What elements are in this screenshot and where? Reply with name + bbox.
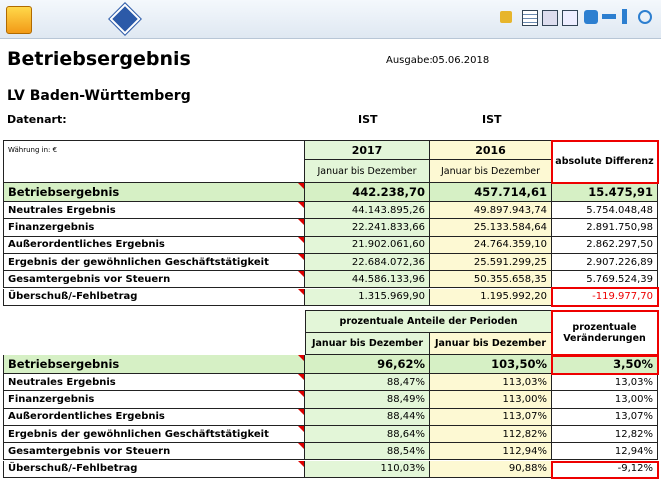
value-cell: 3,50% xyxy=(552,355,658,374)
value-cell: 96,62% xyxy=(305,355,430,374)
value-cell: 88,54% xyxy=(305,443,430,461)
value-cell: 88,49% xyxy=(305,391,430,409)
value-cell: 112,82% xyxy=(430,425,552,444)
row-label: Ergebnis der gewöhnlichen Geschäftstätig… xyxy=(3,425,305,444)
data-type-label: Datenart: xyxy=(7,113,67,126)
value-cell: 2.891.750,98 xyxy=(552,219,658,237)
value-cell: -9,12% xyxy=(552,460,658,478)
row-label: Überschuß/-Fehlbetrag xyxy=(3,460,305,478)
grid-icon[interactable] xyxy=(522,10,538,26)
issue-label: Ausgabe: xyxy=(386,55,433,66)
data-type: IST xyxy=(482,113,502,126)
nav-icon[interactable] xyxy=(109,3,141,35)
period-header: Januar bis Dezember xyxy=(305,333,430,355)
period-header: Januar bis Dezember xyxy=(305,160,430,183)
value-cell: 113,07% xyxy=(430,408,552,426)
value-cell: 12,82% xyxy=(552,425,658,444)
value-cell: 103,50% xyxy=(430,355,552,374)
value-cell: 13,07% xyxy=(552,408,658,426)
value-cell: 5.769.524,39 xyxy=(552,271,658,289)
value-cell: 113,03% xyxy=(430,374,552,392)
db-icon[interactable] xyxy=(584,10,598,24)
row-label: Neutrales Ergebnis xyxy=(3,374,305,392)
value-cell: 88,44% xyxy=(305,408,430,426)
data-type: IST xyxy=(358,113,378,126)
period-header: Januar bis Dezember xyxy=(430,160,552,183)
value-cell: 13,03% xyxy=(552,374,658,392)
value-cell: 24.764.359,10 xyxy=(430,236,552,254)
row-label: Außerordentliches Ergebnis xyxy=(3,236,305,254)
value-cell: 5.754.048,48 xyxy=(552,202,658,220)
value-cell: 25.591.299,25 xyxy=(430,253,552,272)
app-icon[interactable] xyxy=(6,6,32,34)
value-cell: 22.241.833,66 xyxy=(305,219,430,237)
year-header: 2016 xyxy=(430,140,552,160)
value-cell: 44.143.895,26 xyxy=(305,202,430,220)
period-header: Januar bis Dezember xyxy=(430,333,552,355)
value-cell: 112,94% xyxy=(430,443,552,461)
change-header: prozentuale Veränderungen xyxy=(552,310,658,355)
row-label: Neutrales Ergebnis xyxy=(3,202,305,220)
search-icon[interactable] xyxy=(638,10,652,24)
title: Betriebsergebnis xyxy=(7,48,191,70)
value-cell: 1.315.969,90 xyxy=(305,288,430,306)
lock-icon[interactable] xyxy=(500,11,512,23)
value-cell: 457.714,61 xyxy=(430,183,552,202)
value-cell: 25.133.584,64 xyxy=(430,219,552,237)
value-cell: 1.195.992,20 xyxy=(430,288,552,306)
value-cell: 442.238,70 xyxy=(305,183,430,202)
value-cell: 13,00% xyxy=(552,391,658,409)
group-header: prozentuale Anteile der Perioden xyxy=(305,310,552,333)
value-cell: 88,47% xyxy=(305,374,430,392)
arrows-h-icon[interactable] xyxy=(602,14,616,19)
value-cell: 21.902.061,60 xyxy=(305,236,430,254)
value-cell: 22.684.072,36 xyxy=(305,253,430,272)
row-label: Überschuß/-Fehlbetrag xyxy=(3,288,305,306)
row-label: Gesamtergebnis vor Steuern xyxy=(3,443,305,461)
value-cell: 12,94% xyxy=(552,443,658,461)
row-label: Betriebsergebnis xyxy=(3,183,305,202)
organisation: LV Baden-Württemberg xyxy=(7,88,191,104)
diff-header: absolute Differenz xyxy=(552,140,658,183)
row-label: Gesamtergebnis vor Steuern xyxy=(3,271,305,289)
value-cell: 50.355.658,35 xyxy=(430,271,552,289)
value-cell: 44.586.133,96 xyxy=(305,271,430,289)
chart-icon[interactable] xyxy=(562,10,578,26)
issue-date: 05.06.2018 xyxy=(432,55,490,66)
value-cell: 113,00% xyxy=(430,391,552,409)
row-label: Finanzergebnis xyxy=(3,391,305,409)
export-icon[interactable] xyxy=(542,10,558,26)
row-label: Betriebsergebnis xyxy=(3,355,305,374)
value-cell: 90,88% xyxy=(430,460,552,478)
currency-note: Währung in: € xyxy=(3,140,305,183)
value-cell: 15.475,91 xyxy=(552,183,658,202)
row-label: Finanzergebnis xyxy=(3,219,305,237)
value-cell: 49.897.943,74 xyxy=(430,202,552,220)
value-cell: 110,03% xyxy=(305,460,430,478)
value-cell: 2.862.297,50 xyxy=(552,236,658,254)
row-label: Außerordentliches Ergebnis xyxy=(3,408,305,426)
year-header: 2017 xyxy=(305,140,430,160)
row-label: Ergebnis der gewöhnlichen Geschäftstätig… xyxy=(3,253,305,272)
arrows-v-icon[interactable] xyxy=(622,9,627,24)
value-cell: 2.907.226,89 xyxy=(552,253,658,272)
value-cell: -119.977,70 xyxy=(552,288,658,306)
value-cell: 88,64% xyxy=(305,425,430,444)
toolbar xyxy=(0,0,661,39)
